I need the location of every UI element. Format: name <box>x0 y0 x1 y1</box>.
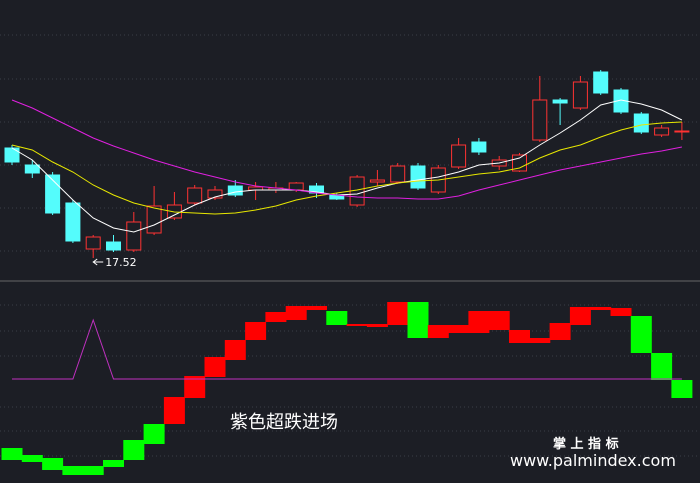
low-label: 17.52 <box>105 256 137 269</box>
candle-body <box>207 189 223 199</box>
candle-body <box>146 205 162 234</box>
candle-body <box>4 147 20 163</box>
indicator-block <box>590 307 612 310</box>
indicator-block <box>184 376 206 398</box>
annotation: 紫色超跌进场 <box>230 412 338 433</box>
candle-body <box>410 165 426 189</box>
indicator-block <box>387 302 409 325</box>
indicator-block <box>62 466 84 475</box>
indicator-line <box>12 318 682 380</box>
indicator-block <box>651 353 673 380</box>
indicator-block <box>346 324 368 326</box>
moving-average <box>11 121 682 215</box>
candle-body <box>85 236 101 250</box>
indicator-block <box>569 307 591 325</box>
indicator-block <box>366 324 388 327</box>
indicator-block <box>488 311 510 330</box>
candle-body <box>532 99 548 141</box>
candle-body <box>674 130 690 133</box>
indicator-block <box>163 397 185 424</box>
indicator-block <box>427 325 449 338</box>
candle-body <box>654 127 670 136</box>
indicator-block <box>21 455 43 462</box>
indicator-block <box>103 460 124 467</box>
watermark-url: www.palmindex.com <box>510 451 676 470</box>
candle-body <box>45 174 61 214</box>
indicator-block <box>671 380 693 398</box>
candle-body <box>471 141 487 153</box>
indicator-block <box>509 330 530 343</box>
candle-body <box>593 71 609 94</box>
candle-body <box>65 202 81 242</box>
indicator-block <box>630 316 652 353</box>
watermark-brand: 掌 上 指 标 <box>553 436 619 452</box>
candle-body <box>552 99 568 104</box>
candle-body <box>633 113 649 133</box>
arrow <box>92 258 104 266</box>
candle-body <box>288 182 304 191</box>
candle-body <box>572 81 588 109</box>
indicator-block <box>407 302 429 338</box>
moving-average <box>11 99 683 233</box>
indicator-block <box>204 357 226 377</box>
candle-body <box>126 221 142 251</box>
indicator-block <box>1 448 23 460</box>
candle-body <box>187 187 203 204</box>
indicator-block <box>549 323 571 340</box>
indicator-block <box>448 325 470 333</box>
moving-average <box>11 99 682 200</box>
candle-body <box>227 185 243 196</box>
candle-body <box>390 165 406 183</box>
indicator-block <box>468 311 490 333</box>
indicator-block <box>285 306 307 320</box>
candle-body <box>369 179 385 183</box>
candle-body <box>106 241 121 251</box>
indicator-block <box>224 340 246 360</box>
indicator-block <box>265 312 287 322</box>
indicator-block <box>326 311 348 325</box>
indicator-block <box>610 308 632 316</box>
indicator-block <box>123 440 145 460</box>
indicator-block <box>306 306 327 310</box>
candle-body <box>451 144 467 168</box>
indicator-block <box>42 458 64 470</box>
indicator-block <box>245 322 267 340</box>
indicator-block <box>82 466 104 475</box>
candle-body <box>24 164 40 174</box>
indicator-block <box>143 424 165 444</box>
indicator-block <box>529 338 551 343</box>
grid <box>0 34 700 457</box>
